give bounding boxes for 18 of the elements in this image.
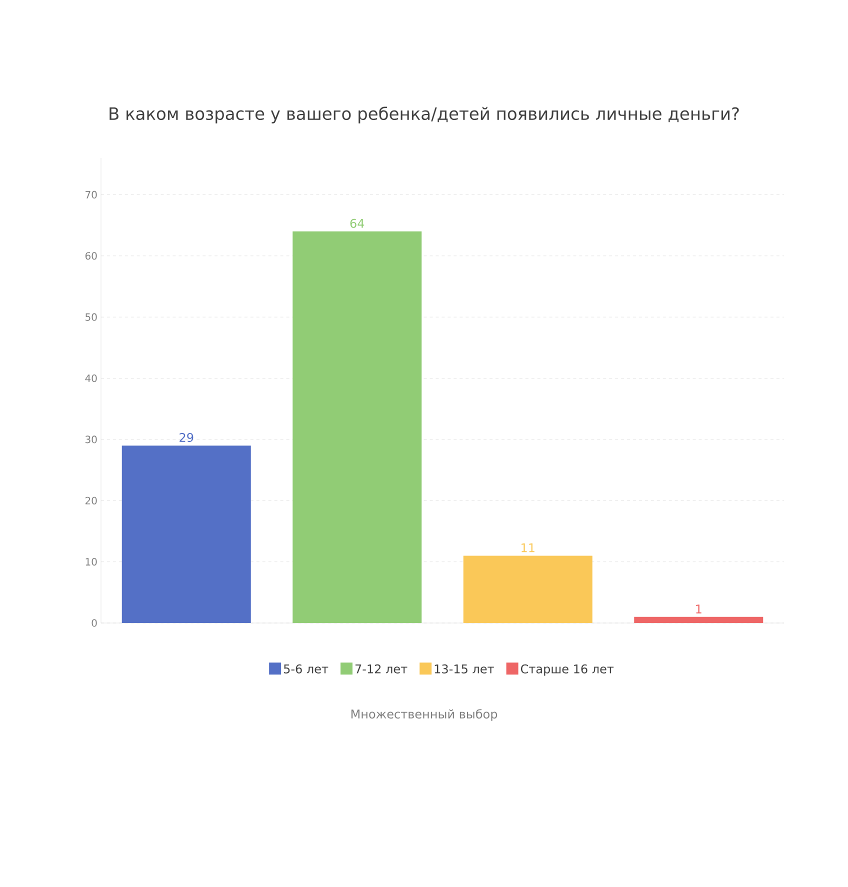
y-tick-label: 70 [86,190,97,198]
legend-label: 7-12 лет [355,664,408,674]
data-label: 29 [180,432,194,442]
data-label: 1 [696,604,702,614]
y-tick-label: 30 [86,436,97,444]
data-label: 11 [522,543,534,552]
text: Множественный выбор [351,709,498,721]
y-tick-label: 20 [85,496,97,504]
chart-title: В каком возрасте у вашего ребенка/детей появились личные деньги? [110,106,739,124]
data-label: 64 [350,218,364,228]
legend-label: 5-6 лет [284,664,328,674]
y-tick-label: 60 [85,252,97,260]
y-tick-label: 40 [85,374,97,382]
legend-label: Старше 16 лет [520,664,614,676]
legend-label: 13-15 лет [434,664,494,674]
y-tick-label: 10 [86,558,97,566]
y-tick-label: 0 [92,619,97,627]
y-tick-label: 50 [86,313,97,321]
